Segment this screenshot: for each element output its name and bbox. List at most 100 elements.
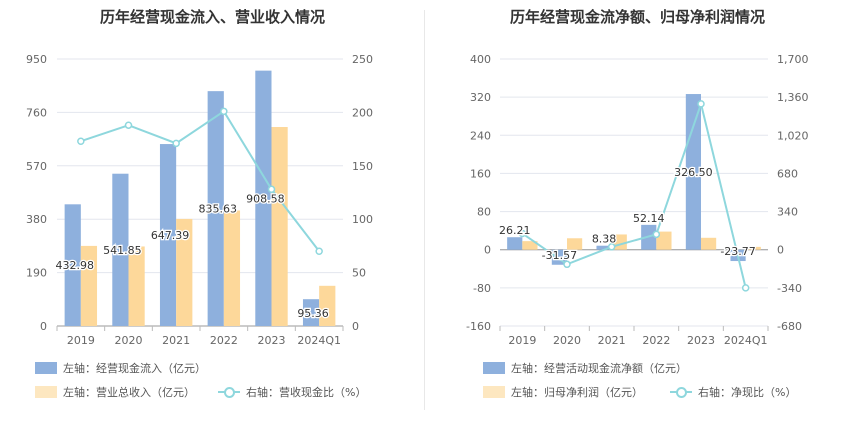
bar-net-profit	[522, 241, 538, 250]
legend-label: 左轴：归母净利润（亿元）	[511, 386, 643, 399]
legend-swatch	[35, 362, 57, 374]
legend-label: 右轴：净现比（%）	[698, 386, 797, 399]
y-right-tick-label: 680	[777, 167, 798, 180]
y-right-tick-label: 250	[352, 53, 373, 66]
y-left-tick-label: 400	[470, 53, 491, 66]
ratio-point	[652, 230, 661, 239]
legend-item[interactable]: 右轴：营收现金比（%）	[218, 384, 366, 400]
y-right-tick-label: 1,020	[777, 129, 809, 142]
x-tick-label: 2022	[642, 334, 670, 347]
bar-cash-inflow	[64, 204, 81, 326]
legend-label: 右轴：营收现金比（%）	[246, 386, 367, 399]
bar-cash-inflow	[159, 144, 177, 326]
y-left-tick-label: 160	[470, 167, 491, 180]
ratio-line	[80, 109, 320, 252]
chart-svg: 0 190 380 570 760 950 0 50 100 150 200 250 2019 2020 2…	[26, 53, 373, 347]
bar-revenue	[128, 246, 145, 326]
y-left-tick-label: 760	[26, 106, 47, 119]
y-left-tick-label: 80	[477, 206, 491, 219]
bar-net-cash-flow	[685, 94, 701, 250]
legend-item[interactable]: 右轴：净现比（%）	[670, 384, 796, 400]
panel-divider	[424, 10, 425, 410]
y-left-tick-label: 190	[26, 267, 47, 280]
x-tick-label: 2022	[210, 334, 238, 347]
legend-line-icon	[670, 386, 692, 398]
y-left-tick-label: 380	[26, 213, 47, 226]
y-right-tick-label: 150	[352, 160, 373, 173]
legend-label: 左轴：经营现金流入（亿元）	[63, 362, 206, 375]
y-left-tick-label: 570	[26, 160, 47, 173]
data-label: 8.38	[592, 233, 617, 246]
right-chart-panel: 历年经营现金流净额、归母净利润情况 -160 -80 0 80 160 240 320 400…	[425, 0, 850, 437]
bar-net-profit	[701, 237, 717, 250]
bar-cash-inflow	[302, 299, 320, 326]
y-right-tick-label: 200	[352, 106, 373, 119]
data-label: 52.14	[633, 212, 665, 225]
legend-line-icon	[218, 386, 240, 398]
ratio-line	[521, 100, 747, 289]
y-left-tick-label: 950	[26, 53, 47, 66]
bar-cash-inflow	[255, 70, 272, 326]
legend-swatch	[483, 386, 505, 398]
data-label: -23.77	[720, 245, 755, 258]
left-chart-panel: 历年经营现金流入、营业收入情况 0 190 380 570 760 950 0 50 100 15…	[26, 8, 373, 400]
bar-net-profit	[567, 238, 583, 250]
y-right-tick-label: 100	[352, 213, 373, 226]
y-right-tick-label: -680	[777, 320, 802, 333]
y-left-tick-label: 0	[40, 320, 47, 333]
bar-cash-inflow	[207, 91, 224, 327]
x-tick-label: 2023	[258, 334, 286, 347]
x-tick-label: 2019	[508, 334, 536, 347]
ratio-point	[518, 229, 527, 238]
legend-item[interactable]: 左轴：营业总收入（亿元）	[35, 384, 195, 400]
legend-item[interactable]: 左轴：经营活动现金流净额（亿元）	[483, 360, 687, 376]
bar-cash-inflow	[112, 173, 129, 326]
data-label: 432.98	[55, 259, 94, 272]
legend-label: 左轴：经营活动现金流净额（亿元）	[511, 362, 687, 375]
bar-net-cash-flow	[596, 245, 612, 250]
ratio-point	[741, 284, 750, 292]
x-tick-label: 2023	[687, 334, 715, 347]
y-right-tick-label: 1,700	[777, 53, 809, 66]
x-tick-label: 2024Q1	[297, 334, 341, 347]
x-tick-label: 2021	[162, 334, 190, 347]
y-right-tick-label: 0	[352, 320, 359, 333]
data-label: -31.57	[542, 249, 577, 262]
ratio-point	[220, 107, 228, 116]
y-right-tick-label: 50	[352, 267, 366, 280]
legend-swatch	[35, 386, 57, 398]
ratio-point	[563, 260, 571, 269]
legend-item[interactable]: 左轴：经营现金流入（亿元）	[35, 360, 206, 376]
bar-revenue	[176, 218, 193, 326]
ratio-point	[607, 243, 616, 251]
bar-revenue	[319, 285, 336, 326]
ratio-point	[697, 100, 705, 108]
data-label: 326.50	[674, 166, 713, 179]
y-right-tick-label: 0	[777, 244, 784, 257]
legend-item[interactable]: 左轴：归母净利润（亿元）	[483, 384, 643, 400]
bar-net-profit	[656, 231, 672, 250]
data-label: 95.36	[297, 307, 329, 320]
data-label: 835.63	[198, 203, 237, 216]
chart-title: 历年经营现金流入、营业收入情况	[99, 8, 325, 26]
legend-swatch	[483, 362, 505, 374]
ratio-point	[124, 121, 133, 129]
bar-revenue	[223, 210, 241, 326]
y-left-tick-label: -80	[473, 282, 491, 295]
bar-net-profit	[745, 246, 761, 250]
y-right-tick-label: 1,360	[777, 91, 809, 104]
x-tick-label: 2021	[598, 334, 626, 347]
ratio-point	[172, 139, 180, 148]
chart-title: 历年经营现金流净额、归母净利润情况	[509, 8, 765, 26]
x-tick-label: 2019	[67, 334, 95, 347]
ratio-point	[315, 247, 323, 255]
x-tick-label: 2024Q1	[724, 334, 768, 347]
x-tick-label: 2020	[553, 334, 581, 347]
chart-svg: -160 -80 0 80 160 240 320 400 -680 -340 0 340 680 1,0…	[466, 53, 809, 347]
data-label: 541.85	[103, 244, 142, 257]
legend-label: 左轴：营业总收入（亿元）	[63, 386, 195, 399]
bar-revenue	[80, 245, 98, 326]
data-label: 26.21	[499, 224, 531, 237]
y-left-tick-label: 0	[484, 244, 491, 257]
data-label: 647.39	[151, 229, 190, 242]
